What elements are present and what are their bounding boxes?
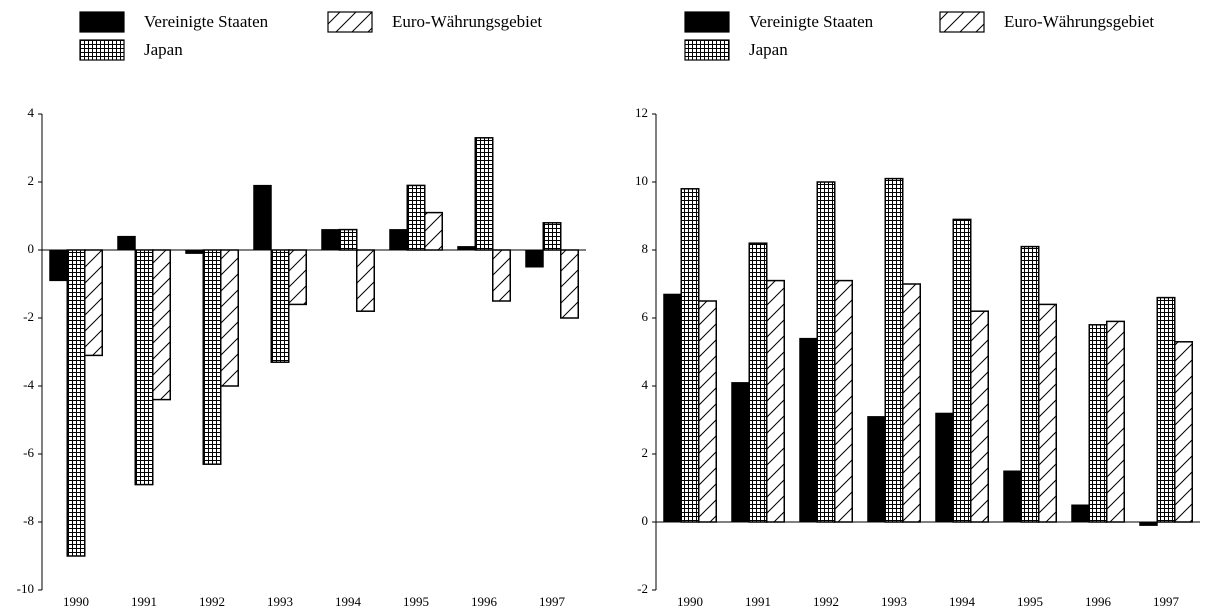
y-tick-label: -2 bbox=[637, 581, 648, 596]
x-tick-label: 1994 bbox=[335, 594, 362, 609]
bar bbox=[1038, 303, 1057, 523]
bar bbox=[663, 293, 682, 523]
bar bbox=[406, 184, 426, 251]
bar bbox=[492, 249, 511, 302]
x-tick-label: 1990 bbox=[63, 594, 89, 609]
bar bbox=[253, 184, 272, 251]
bar bbox=[560, 249, 579, 319]
y-tick-label: 0 bbox=[642, 513, 649, 528]
bar bbox=[680, 188, 700, 523]
bar bbox=[66, 249, 86, 557]
x-tick-label: 1993 bbox=[881, 594, 907, 609]
y-tick-label: 4 bbox=[28, 105, 35, 120]
y-tick-label: -10 bbox=[17, 581, 34, 596]
bar bbox=[152, 249, 171, 401]
legend-swatch bbox=[327, 11, 373, 33]
bar bbox=[952, 218, 972, 523]
legend-swatch bbox=[79, 39, 125, 61]
bar bbox=[799, 337, 818, 523]
legend-label: Japan bbox=[144, 40, 183, 59]
x-tick-label: 1997 bbox=[539, 594, 566, 609]
bar bbox=[748, 242, 768, 523]
bar bbox=[1139, 521, 1158, 526]
x-tick-label: 1993 bbox=[267, 594, 293, 609]
bar bbox=[816, 181, 836, 523]
bar bbox=[270, 249, 290, 363]
x-tick-label: 1995 bbox=[1017, 594, 1043, 609]
bar bbox=[698, 300, 717, 523]
x-tick-label: 1992 bbox=[199, 594, 225, 609]
x-tick-label: 1997 bbox=[1153, 594, 1180, 609]
bar bbox=[49, 249, 68, 282]
x-tick-label: 1996 bbox=[1085, 594, 1112, 609]
legend-swatch bbox=[939, 11, 985, 33]
y-tick-label: 6 bbox=[642, 309, 649, 324]
y-tick-label: 0 bbox=[28, 241, 35, 256]
bar bbox=[766, 279, 785, 523]
bar bbox=[1156, 296, 1176, 523]
y-tick-label: 10 bbox=[635, 173, 648, 188]
bar bbox=[1174, 341, 1193, 523]
legend-label: Japan bbox=[749, 40, 788, 59]
bar bbox=[457, 246, 476, 251]
bar bbox=[542, 222, 562, 251]
y-tick-label: 8 bbox=[642, 241, 649, 256]
bar bbox=[1003, 470, 1022, 523]
bar bbox=[134, 249, 154, 486]
y-tick-label: 2 bbox=[28, 173, 35, 188]
y-tick-label: -6 bbox=[23, 445, 34, 460]
x-tick-label: 1991 bbox=[131, 594, 157, 609]
legend-label: Euro-Währungsgebiet bbox=[392, 12, 542, 31]
bar bbox=[970, 310, 989, 523]
y-tick-label: -2 bbox=[23, 309, 34, 324]
bar bbox=[84, 249, 103, 357]
bar bbox=[356, 249, 375, 312]
bar bbox=[288, 249, 307, 306]
legend-label: Vereinigte Staaten bbox=[144, 12, 269, 31]
bar bbox=[1071, 504, 1090, 523]
x-tick-label: 1991 bbox=[745, 594, 771, 609]
bar bbox=[525, 249, 544, 268]
bar bbox=[884, 177, 904, 523]
bar bbox=[935, 412, 954, 523]
bar bbox=[867, 416, 886, 523]
bar bbox=[202, 249, 222, 465]
bar bbox=[220, 249, 239, 387]
x-tick-label: 1996 bbox=[471, 594, 498, 609]
y-tick-label: 12 bbox=[635, 105, 648, 120]
x-tick-label: 1995 bbox=[403, 594, 429, 609]
bar bbox=[1020, 245, 1040, 523]
legend-label: Euro-Währungsgebiet bbox=[1004, 12, 1154, 31]
bar bbox=[474, 137, 494, 251]
bar bbox=[117, 235, 136, 251]
bar bbox=[338, 228, 358, 251]
bar bbox=[731, 382, 750, 523]
y-tick-label: 2 bbox=[642, 445, 649, 460]
legend-label: Vereinigte Staaten bbox=[749, 12, 874, 31]
x-tick-label: 1990 bbox=[677, 594, 703, 609]
legend-swatch bbox=[684, 11, 730, 33]
y-tick-label: 4 bbox=[642, 377, 649, 392]
x-tick-label: 1994 bbox=[949, 594, 976, 609]
x-tick-label: 1992 bbox=[813, 594, 839, 609]
bar bbox=[902, 283, 921, 523]
legend-swatch bbox=[684, 39, 730, 61]
legend-swatch bbox=[79, 11, 125, 33]
bar bbox=[185, 249, 204, 254]
bar bbox=[424, 211, 443, 251]
bar bbox=[834, 279, 853, 523]
bar bbox=[321, 229, 340, 251]
y-tick-label: -8 bbox=[23, 513, 34, 528]
y-tick-label: -4 bbox=[23, 377, 34, 392]
bar bbox=[389, 229, 408, 251]
bar bbox=[1106, 320, 1125, 523]
bar bbox=[1088, 324, 1108, 523]
